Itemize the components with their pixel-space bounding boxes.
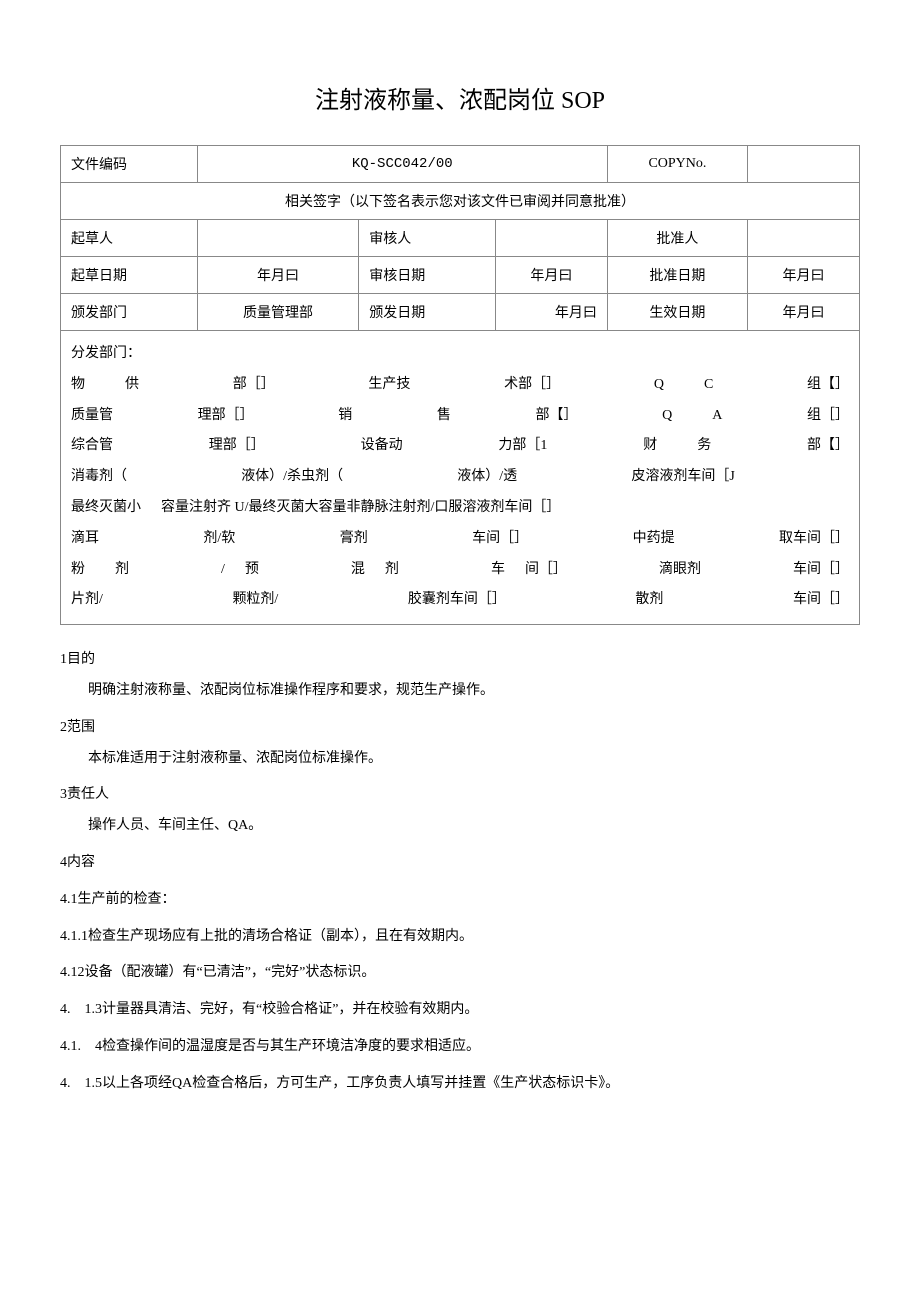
section-2-heading: 2范围 (60, 713, 860, 744)
signature-banner: 相关签字（以下签名表示您对该文件已审阅并同意批准） (61, 183, 860, 220)
issue-dept: 质量管理部 (197, 294, 359, 331)
section-3-heading: 3责任人 (60, 780, 860, 811)
section-4-1-1: 4.1.1检查生产现场应有上批的清场合格证（副本），且在有效期内。 (60, 922, 860, 953)
dist-line-1: 物供 部［］ 生产技 术部［］ QC 组【］ (71, 370, 849, 401)
issue-date: 年月曰 (495, 294, 607, 331)
dist-line-6: 滴耳 剂/软 膏剂 车间［］ 中药提 取车间［］ (71, 524, 849, 555)
approve-date: 年月曰 (748, 257, 860, 294)
section-4-1-5: 4. 1.5以上各项经QA检查合格后，方可生产，工序负责人填写并挂置《生产状态标… (60, 1069, 860, 1100)
section-4-1-4: 4.1. 4检查操作间的温湿度是否与其生产环境洁净度的要求相适应。 (60, 1032, 860, 1063)
copy-no (748, 146, 860, 183)
page-title: 注射液称量、浓配岗位 SOP (60, 80, 860, 115)
reviewer-label: 审核人 (359, 220, 496, 257)
approver-value (748, 220, 860, 257)
section-2-text: 本标准适用于注射液称量、浓配岗位标准操作。 (60, 744, 860, 775)
header-table: 文件编码 KQ-SCC042/00 COPYNo. 相关签字（以下签名表示您对该… (60, 145, 860, 625)
file-code-label: 文件编码 (61, 146, 198, 183)
section-4-1: 4.1生产前的检查： (60, 885, 860, 916)
copy-no-label: COPYNo. (607, 146, 747, 183)
section-4-1-3: 4. 1.3计量器具清洁、完好，有“校验合格证”，并在校验有效期内。 (60, 995, 860, 1026)
section-4-1-2: 4.12设备（配液罐）有“已清洁”，“完好”状态标识。 (60, 958, 860, 989)
dist-line-5: 最终灭菌小 容量注射齐 U/最终灭菌大容量非静脉注射剂/口服溶液剂车间［］ (71, 493, 849, 524)
dist-line-8: 片剂/ 颗粒剂/ 胶囊剂车间［］ 散剂 车间［］ (71, 585, 849, 616)
file-code: KQ-SCC042/00 (197, 146, 607, 183)
dist-line-4: 消毒剂（ 液体）/杀虫剂（ 液体）/透 皮溶液剂车间［J (71, 462, 849, 493)
dist-line-3: 综合管 理部［］ 设备动 力部［1 财务 部【］ (71, 431, 849, 462)
body-content: 1目的 明确注射液称量、浓配岗位标准操作程序和要求，规范生产操作。 2范围 本标… (60, 645, 860, 1099)
distribution-cell: 分发部门： 物供 部［］ 生产技 术部［］ QC 组【］ 质量管 理部［］ 销 … (61, 331, 860, 625)
section-4-heading: 4内容 (60, 848, 860, 879)
dist-line-7: 粉剂 /预 混剂 车间［］ 滴眼剂 车间［］ (71, 555, 849, 586)
reviewer-value (495, 220, 607, 257)
draft-date: 年月曰 (197, 257, 359, 294)
review-date-label: 审核日期 (359, 257, 496, 294)
approve-date-label: 批准日期 (607, 257, 747, 294)
draft-date-label: 起草日期 (61, 257, 198, 294)
drafter-label: 起草人 (61, 220, 198, 257)
section-3-text: 操作人员、车间主任、QA。 (60, 811, 860, 842)
drafter-value (197, 220, 359, 257)
dist-header: 分发部门： (71, 339, 849, 370)
dist-line-2: 质量管 理部［］ 销 售 部【］ QA 组［］ (71, 401, 849, 432)
effective-date-label: 生效日期 (607, 294, 747, 331)
effective-date: 年月曰 (748, 294, 860, 331)
approver-label: 批准人 (607, 220, 747, 257)
review-date: 年月曰 (495, 257, 607, 294)
issue-dept-label: 颁发部门 (61, 294, 198, 331)
section-1-text: 明确注射液称量、浓配岗位标准操作程序和要求，规范生产操作。 (60, 676, 860, 707)
issue-date-label: 颁发日期 (359, 294, 496, 331)
section-1-heading: 1目的 (60, 645, 860, 676)
